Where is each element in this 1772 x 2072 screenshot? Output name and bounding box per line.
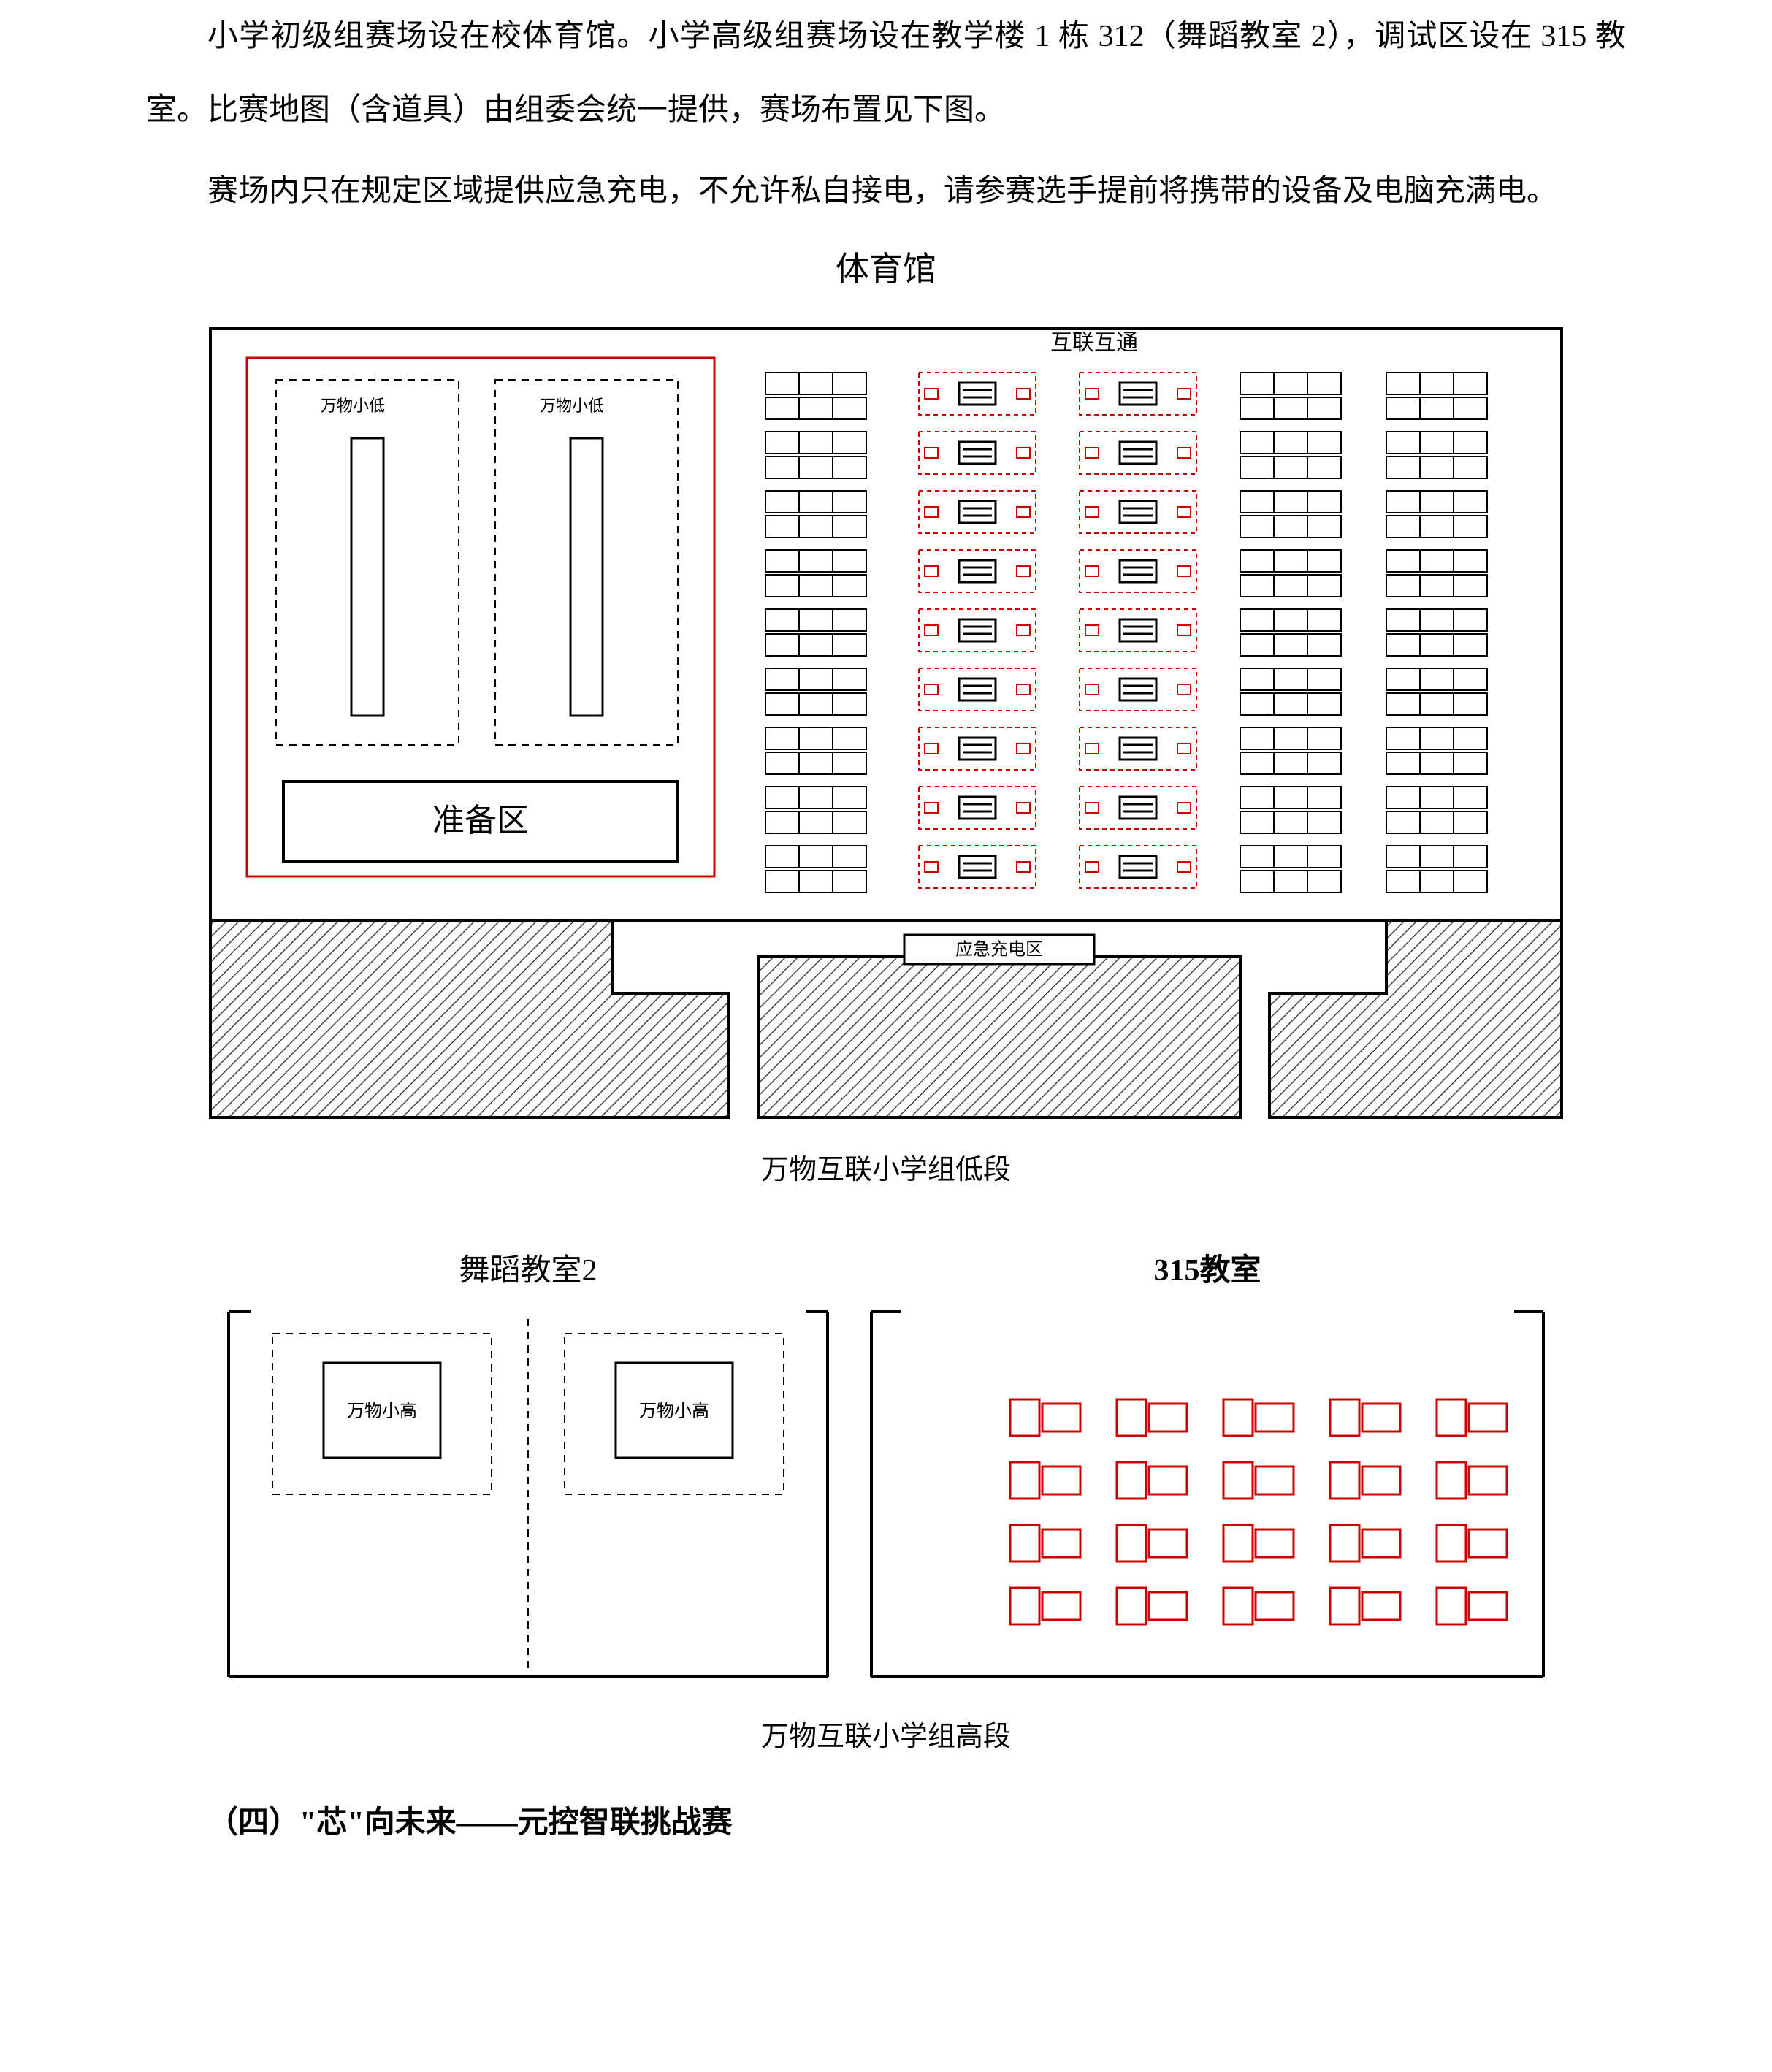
svg-text:万物小高: 万物小高 (347, 1402, 417, 1421)
gym-caption: 万物互联小学组低段 (761, 1147, 1011, 1187)
room-right-title: 315教室 (1153, 1245, 1261, 1290)
paragraph-2: 赛场内只在规定区域提供应急充电，不允许私自接电，请参赛选手提前将携带的设备及电脑… (146, 155, 1626, 229)
paragraph-1: 小学初级组赛场设在校体育馆。小学高级组赛场设在教学楼 1 栋 312（舞蹈教室 … (146, 0, 1626, 148)
svg-text:万物小低: 万物小低 (321, 397, 385, 415)
svg-text:万物小低: 万物小低 (540, 397, 604, 415)
gym-floorplan: 互联互通万物小低 万物小低准备区应急充电区 (203, 299, 1569, 1125)
svg-text:互联互通: 互联互通 (1050, 331, 1138, 355)
rooms-caption: 万物互联小学组高段 (761, 1713, 1011, 1754)
gym-title: 体育馆 (836, 242, 936, 291)
svg-text:应急充电区: 应急充电区 (955, 940, 1043, 960)
room315-plan (864, 1304, 1551, 1684)
room-right-col: 315教室 (864, 1245, 1551, 1684)
section-heading: （四）"芯"向未来——元控智联挑战赛 (146, 1797, 1626, 1842)
svg-text:准备区: 准备区 (432, 803, 529, 838)
svg-text:万物小高: 万物小高 (639, 1402, 709, 1421)
dance-room-plan: 万物小高 万物小高 (221, 1304, 835, 1684)
room-left-col: 舞蹈教室2 万物小高 万物小高 (221, 1245, 835, 1684)
diagram-gym: 体育馆 互联互通万物小低 万物小低准备区应急充电区 万物互联小学组低段 (146, 242, 1626, 1187)
diagram-rooms: 舞蹈教室2 万物小高 万物小高 315教室 (146, 1245, 1626, 1684)
room-left-title: 舞蹈教室2 (459, 1245, 597, 1290)
